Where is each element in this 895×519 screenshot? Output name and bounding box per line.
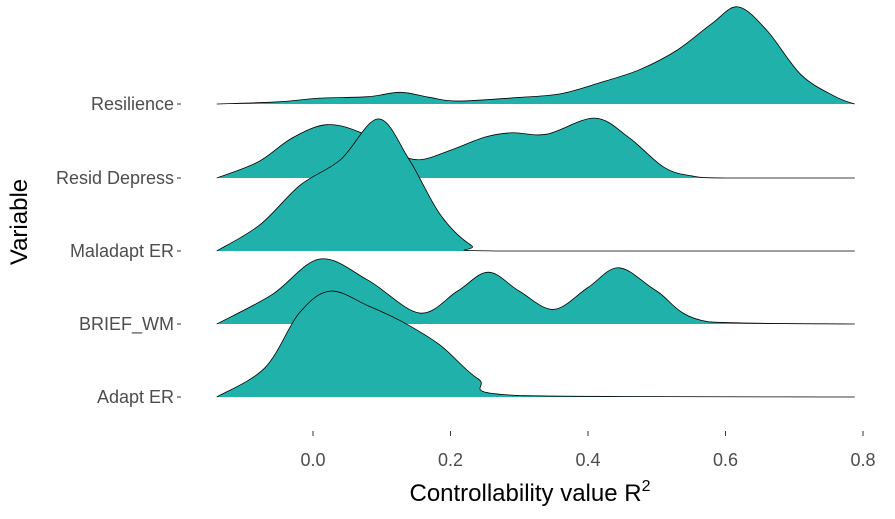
ridge-fill-resid-depress: [216, 118, 855, 178]
y-tick-label: BRIEF_WM: [79, 314, 174, 335]
ridge-fill-maladapt-er: [216, 118, 855, 252]
x-tick-label: 0.0: [300, 450, 325, 470]
x-tick-label: 0.2: [438, 450, 463, 470]
y-tick-label: Resilience: [91, 94, 174, 114]
y-axis-title: Variable: [6, 179, 33, 265]
ridge-line-resilience: [216, 6, 855, 105]
x-tick-label: 0.6: [713, 450, 738, 470]
ridge-line-resid-depress: [216, 117, 855, 179]
ridges: [216, 6, 855, 398]
x-axis: 0.0 0.2 0.4 0.6 0.8: [300, 431, 876, 470]
ridge-fill-adapt-er: [216, 291, 855, 397]
ridge-fill-brief-wm: [216, 258, 855, 324]
y-tick-label: Maladapt ER: [70, 241, 174, 261]
x-tick-label: 0.4: [575, 450, 600, 470]
ridge-line-brief-wm: [216, 258, 855, 325]
y-tick-label: Adapt ER: [97, 387, 174, 407]
x-axis-title-superscript: 2: [642, 478, 651, 495]
x-tick-label: 0.8: [850, 450, 875, 470]
x-axis-title-main: Controllability value R: [409, 480, 641, 507]
ridge-line-adapt-er: [216, 290, 855, 398]
ridge-line-maladapt-er: [216, 118, 855, 252]
y-axis: Resilience Resid Depress Maladapt ER BRIEF_…: [56, 94, 181, 407]
y-tick-label: Resid Depress: [56, 168, 174, 188]
x-axis-title: Controllability value R2: [409, 478, 650, 507]
ridge-fill-resilience: [216, 6, 855, 104]
